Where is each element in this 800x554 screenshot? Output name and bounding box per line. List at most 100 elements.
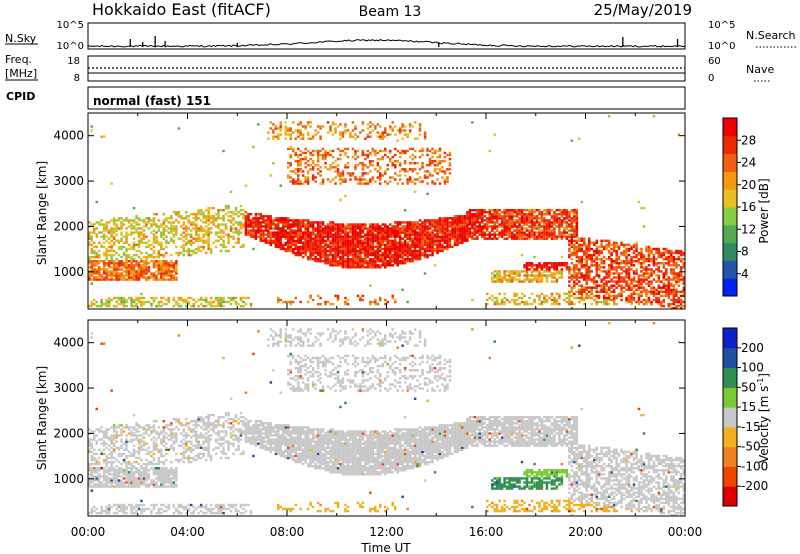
power-cell [406, 235, 409, 238]
power-cell [580, 284, 583, 287]
power-cell [132, 258, 136, 261]
power-cell [428, 249, 432, 253]
power-cell [311, 176, 315, 179]
power-cell [102, 251, 106, 255]
power-cell [398, 249, 402, 253]
power-cell [493, 213, 496, 216]
power-cell [105, 276, 108, 279]
power-cell [543, 274, 546, 277]
power-cell [398, 178, 402, 181]
power-cell [329, 239, 332, 242]
power-cell [155, 237, 158, 240]
power-cell [413, 245, 417, 249]
power-cell [428, 157, 432, 161]
power-cell [413, 247, 417, 251]
power-cell [170, 223, 173, 226]
power-cell [550, 237, 554, 240]
power-cell [140, 274, 143, 277]
power-cell [90, 251, 93, 255]
power-cell [137, 270, 141, 273]
power-cell [202, 211, 205, 214]
power-cell [257, 123, 260, 126]
power-cell [553, 296, 556, 300]
power-cell [612, 276, 616, 279]
power-cell [553, 211, 556, 214]
power-cell [652, 286, 656, 289]
power-cell [130, 233, 133, 236]
power-cell [185, 243, 188, 247]
power-cell [232, 231, 235, 234]
power-cell [660, 251, 663, 255]
power-cell [389, 247, 392, 251]
power-cell [498, 292, 501, 296]
power-cell [540, 215, 544, 218]
power-cell [341, 172, 345, 175]
power-cell [234, 221, 238, 224]
power-cell [279, 237, 282, 240]
power-cell [627, 278, 631, 281]
power-cell [257, 227, 260, 230]
power-cell [199, 302, 203, 306]
power-cell [90, 262, 93, 265]
power-cell [366, 239, 370, 242]
power-cell [403, 160, 407, 163]
power-cell [590, 296, 593, 300]
power-cell [408, 221, 412, 224]
power-cell [438, 229, 442, 232]
power-cell [95, 304, 98, 308]
power-cell [498, 302, 501, 306]
power-cell [627, 300, 631, 304]
power-cell [155, 262, 158, 265]
power-cell [180, 225, 183, 228]
power-cell [354, 253, 357, 257]
power-cell [297, 164, 300, 167]
power-cell [219, 296, 223, 300]
power-cell [324, 229, 327, 232]
power-cell [675, 292, 678, 296]
power-cell [366, 251, 370, 255]
power-cell [354, 245, 357, 249]
power-cell [441, 166, 444, 169]
power-cell [398, 255, 402, 259]
power-cell [538, 235, 541, 238]
power-cell [324, 166, 327, 169]
power-cell [431, 180, 434, 183]
power-cell [197, 209, 200, 212]
power-cell [408, 162, 412, 165]
power-cell [125, 255, 128, 259]
power-cell [202, 239, 205, 242]
power-cell [645, 298, 648, 302]
power-cell [284, 237, 287, 240]
power-cell [356, 233, 360, 236]
power-cell [640, 278, 643, 281]
power-cell [152, 260, 156, 263]
power-cell [486, 302, 489, 306]
power-cell [289, 249, 292, 253]
power-cell [175, 264, 178, 267]
power-cell [463, 231, 467, 234]
power-cell [456, 225, 459, 228]
power-cell [157, 270, 161, 273]
power-cell [538, 270, 541, 273]
power-cell [640, 292, 643, 296]
power-cell [607, 292, 611, 296]
power-cell [202, 235, 205, 238]
power-cell [384, 302, 387, 306]
power-cell [583, 274, 586, 277]
power-cell [212, 217, 215, 220]
power-cell [160, 243, 163, 247]
power-cell [319, 233, 322, 236]
power-cell [366, 231, 370, 234]
power-cell [401, 241, 404, 244]
power-cell [140, 302, 143, 306]
power-cell [269, 227, 273, 230]
power-cell [277, 229, 280, 232]
power-cell [657, 302, 661, 306]
power-cell [107, 237, 111, 240]
power-cell [657, 286, 661, 289]
power-cell [132, 221, 136, 224]
power-cell [254, 229, 258, 232]
power-cell [339, 231, 342, 234]
power-cell [488, 149, 491, 153]
power-cell [306, 233, 310, 236]
